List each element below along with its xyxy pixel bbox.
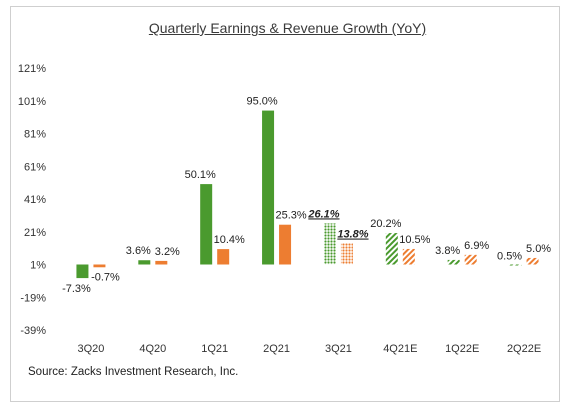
earnings-data-label: 95.0% xyxy=(246,96,277,108)
earnings-bar xyxy=(200,184,213,265)
revenue-bar xyxy=(93,264,106,268)
revenue-data-label: 3.2% xyxy=(155,246,180,258)
x-axis-ticks: 3Q20 4Q20 1Q21 2Q21 3Q21 4Q21E 1Q22E 2Q22E xyxy=(77,343,541,355)
y-tick-label: -19% xyxy=(20,292,46,304)
revenue-bar xyxy=(155,260,168,265)
earnings-data-label: 0.5% xyxy=(497,250,522,262)
x-tick-label: 3Q20 xyxy=(77,343,104,355)
revenue-bar xyxy=(402,248,415,265)
revenue-bar xyxy=(279,224,292,265)
earnings-data-label: 3.8% xyxy=(435,245,460,257)
x-tick-label: 2Q21 xyxy=(263,343,290,355)
earnings-data-label: 20.2% xyxy=(370,218,401,230)
revenue-bar xyxy=(526,257,539,265)
earnings-bar xyxy=(262,110,275,265)
earnings-data-label: 3.6% xyxy=(126,245,151,257)
y-tick-label: 81% xyxy=(24,129,46,141)
y-tick-label: 21% xyxy=(24,227,46,239)
x-tick-label: 3Q21 xyxy=(325,343,352,355)
data-labels-group: -7.3%-0.7% 3.6% 3.2% 50.1% 10.4% 95.0% 25.3% 26… xyxy=(62,96,551,296)
y-axis-ticks: 121% 101% 81% 61% 41% 21% 1% -19% -39% xyxy=(18,63,46,337)
earnings-bar xyxy=(138,260,151,265)
chart-title: Quarterly Earnings & Revenue Growth (YoY… xyxy=(148,20,427,36)
revenue-data-label: -0.7% xyxy=(91,272,120,284)
earnings-bar xyxy=(76,264,89,279)
x-tick-label: 4Q21E xyxy=(383,343,417,355)
revenue-data-label: 10.5% xyxy=(399,234,430,246)
chart-frame xyxy=(10,6,560,402)
earnings-data-label: 50.1% xyxy=(185,169,216,181)
x-tick-label: 1Q21 xyxy=(201,343,228,355)
revenue-bar xyxy=(340,243,353,265)
y-tick-label: 41% xyxy=(24,194,46,206)
revenue-bar xyxy=(464,254,477,265)
y-tick-label: 1% xyxy=(30,260,46,272)
revenue-bar xyxy=(217,249,230,265)
earnings-bar xyxy=(447,259,460,265)
earnings-bar xyxy=(385,233,398,265)
y-tick-label: 61% xyxy=(24,161,46,173)
revenue-data-label: 10.4% xyxy=(214,234,245,246)
x-tick-label: 4Q20 xyxy=(139,343,166,355)
x-tick-label: 1Q22E xyxy=(445,343,479,355)
y-tick-label: 121% xyxy=(18,63,46,75)
x-tick-label: 2Q22E xyxy=(507,343,541,355)
revenue-data-label: 25.3% xyxy=(275,210,306,222)
bars-group xyxy=(76,110,539,279)
earnings-bar xyxy=(509,264,522,266)
y-tick-label: 101% xyxy=(18,96,46,108)
earnings-data-label: 26.1% xyxy=(307,208,339,220)
y-tick-label: -39% xyxy=(20,325,46,337)
revenue-data-label: 13.8% xyxy=(337,229,368,241)
earnings-data-label: -7.3% xyxy=(62,283,91,295)
revenue-data-label: 5.0% xyxy=(526,243,551,255)
revenue-data-label: 6.9% xyxy=(464,240,489,252)
source-note: Source: Zacks Investment Research, Inc. xyxy=(28,366,239,378)
earnings-bar xyxy=(323,223,336,265)
